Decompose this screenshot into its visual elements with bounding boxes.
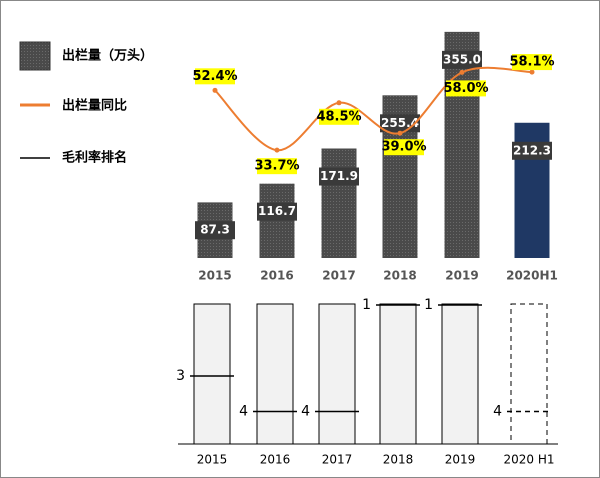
rank-box <box>318 303 356 445</box>
value-label-box <box>195 221 235 240</box>
value-label-box <box>512 54 552 71</box>
value-label-box <box>319 167 359 186</box>
x-tick-label: 2019 <box>445 269 478 283</box>
value-label: 58.1% <box>509 55 554 70</box>
rank-label: 3 <box>176 368 185 384</box>
value-label-box <box>257 202 297 221</box>
value-label-box <box>257 158 297 175</box>
value-label: 33.7% <box>254 159 299 174</box>
rank-box <box>379 303 417 445</box>
rank-box <box>256 303 294 445</box>
value-label: 255.4 <box>381 116 419 130</box>
value-label: 171.9 <box>320 169 358 183</box>
value-label: 116.7 <box>258 204 296 218</box>
x-tick-label: 2017 <box>322 269 355 283</box>
value-label: 48.5% <box>316 109 361 124</box>
line-point <box>529 69 535 75</box>
rank-box <box>441 303 479 445</box>
line-point <box>336 100 342 106</box>
rank-box <box>193 303 231 445</box>
rank-label: 1 <box>362 297 371 313</box>
rank-label: 4 <box>493 404 502 420</box>
x-tick-label: 2015 <box>197 453 228 467</box>
rank-box <box>510 303 548 445</box>
value-label-box <box>512 141 552 160</box>
x-tick-label: 2017 <box>322 453 353 467</box>
value-label: 355.0 <box>443 52 481 66</box>
line-point <box>397 130 403 136</box>
line-point <box>274 147 280 153</box>
x-tick-label: 2016 <box>260 453 291 467</box>
legend-swatch-bar <box>19 41 51 71</box>
x-tick-label: 2018 <box>383 453 414 467</box>
rank-label: 4 <box>239 404 248 420</box>
value-label: 212.3 <box>513 143 551 157</box>
bar <box>259 183 295 258</box>
value-label-box <box>442 50 482 69</box>
value-label: 39.0% <box>381 140 426 155</box>
value-label: 58.0% <box>443 81 488 96</box>
rank-label: 1 <box>424 297 433 313</box>
line-point <box>459 69 465 75</box>
legend-label: 毛利率排名 <box>62 150 127 166</box>
legend-label: 出栏量同比 <box>62 98 127 114</box>
x-tick-label: 2015 <box>198 269 231 283</box>
value-label-box <box>446 80 486 97</box>
x-tick-label: 2020H1 <box>506 269 558 283</box>
x-tick-label: 2018 <box>383 269 416 283</box>
value-label-box <box>319 108 359 125</box>
x-tick-label: 2016 <box>260 269 293 283</box>
value-label-box <box>195 68 235 85</box>
x-tick-label: 2020 H1 <box>503 453 554 467</box>
value-label-box <box>384 139 424 156</box>
value-label: 87.3 <box>200 223 230 237</box>
rank-label: 4 <box>301 404 310 420</box>
line-point <box>212 87 218 93</box>
bar <box>321 148 357 258</box>
value-label: 52.4% <box>192 69 237 84</box>
x-tick-label: 2019 <box>445 453 476 467</box>
legend-label: 出栏量（万头） <box>62 48 153 64</box>
